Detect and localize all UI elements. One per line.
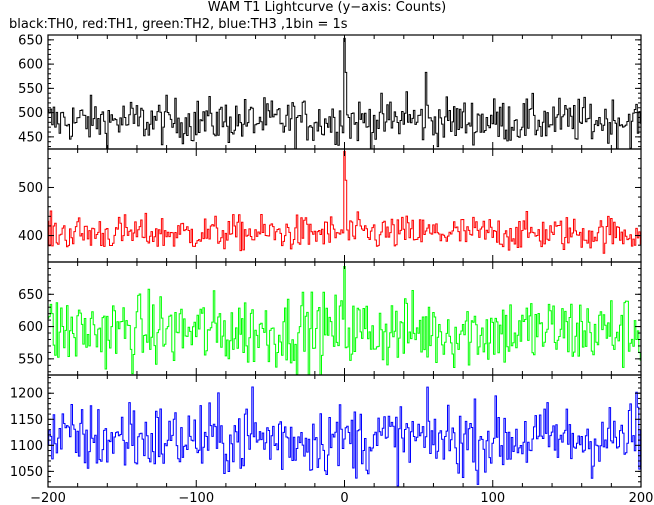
x-tick-label: 0 bbox=[340, 491, 348, 505]
series-line-th3 bbox=[48, 386, 641, 487]
y-tick-label: 650 bbox=[18, 288, 43, 303]
series-line-th0 bbox=[48, 37, 641, 149]
series-line-th2 bbox=[48, 266, 641, 375]
panel-frame bbox=[47, 34, 642, 150]
series-line-th1 bbox=[48, 150, 641, 254]
x-tick-label: 200 bbox=[629, 491, 654, 505]
panel-th0: 450 500 550 600 650 bbox=[18, 33, 642, 150]
y-tick-label: 650 bbox=[18, 33, 43, 48]
y-tick-label: 600 bbox=[18, 320, 43, 335]
y-tick-label: 1200 bbox=[10, 387, 43, 402]
x-tick-label: −100 bbox=[178, 491, 214, 505]
y-tick-label: 400 bbox=[18, 229, 43, 244]
panel-frame bbox=[47, 374, 642, 488]
y-tick-label: 600 bbox=[18, 58, 43, 73]
y-tick-label: 550 bbox=[18, 82, 43, 97]
y-tick-label: 1150 bbox=[10, 413, 43, 428]
x-tick-label: 100 bbox=[480, 491, 505, 505]
y-tick-label: 500 bbox=[18, 106, 43, 121]
y-tick-label: 500 bbox=[18, 181, 43, 196]
y-tick-label: 1050 bbox=[10, 465, 43, 480]
panel-frame bbox=[47, 261, 642, 376]
y-tick-label: 1100 bbox=[10, 439, 43, 454]
chart-subtitle: black:TH0, red:TH1, green:TH2, blue:TH3 … bbox=[9, 17, 348, 32]
panel-th3: 1050 1100 1150 1200 bbox=[10, 374, 642, 488]
panel-th1: 400 500 bbox=[18, 148, 642, 263]
panel-frame bbox=[47, 148, 642, 263]
panel-th2: 550 600 650 bbox=[18, 261, 642, 376]
y-tick-label: 550 bbox=[18, 352, 43, 367]
x-tick-label: −200 bbox=[30, 491, 66, 505]
y-tick-label: 450 bbox=[18, 130, 43, 145]
chart-title: WAM T1 Lightcurve (y−axis: Counts) bbox=[207, 0, 447, 15]
